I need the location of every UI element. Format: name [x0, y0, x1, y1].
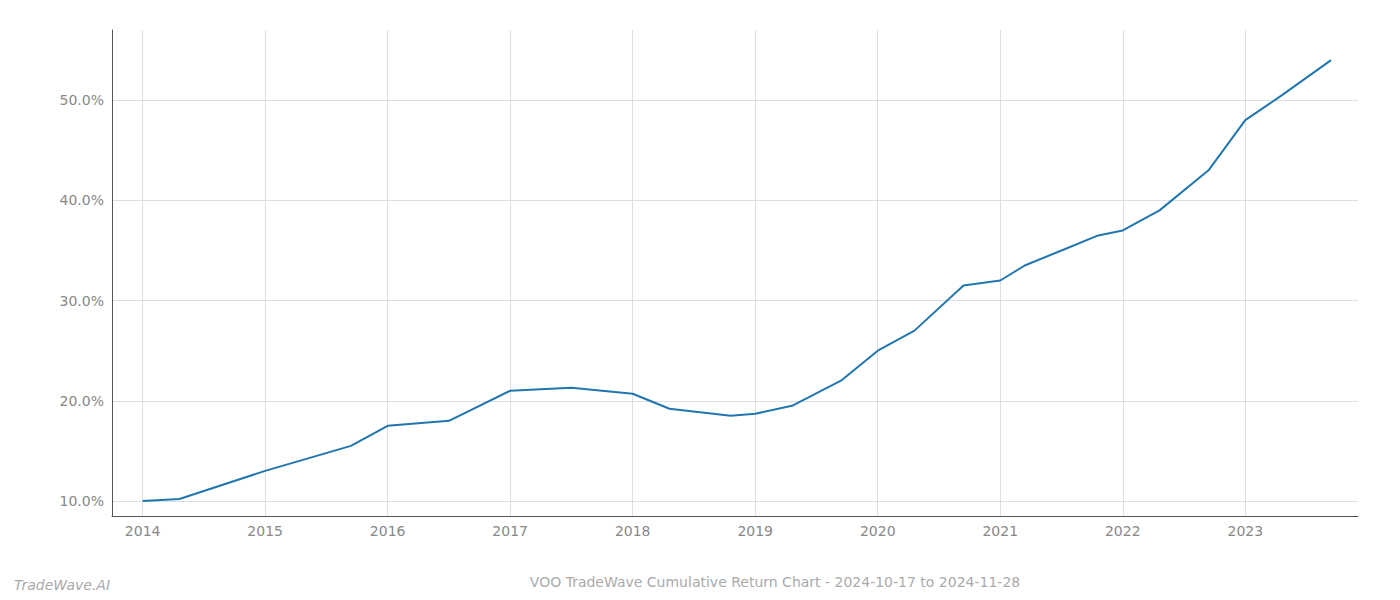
svg-text:50.0%: 50.0% — [60, 92, 104, 108]
svg-text:TradeWave.AI: TradeWave.AI — [14, 577, 110, 593]
svg-text:2017: 2017 — [492, 523, 528, 539]
svg-text:2021: 2021 — [982, 523, 1018, 539]
svg-text:40.0%: 40.0% — [60, 192, 104, 208]
svg-text:2023: 2023 — [1227, 523, 1263, 539]
svg-text:2016: 2016 — [370, 523, 406, 539]
svg-text:2019: 2019 — [737, 523, 773, 539]
svg-text:2014: 2014 — [125, 523, 161, 539]
svg-text:2020: 2020 — [860, 523, 896, 539]
svg-text:30.0%: 30.0% — [60, 293, 104, 309]
svg-text:2018: 2018 — [615, 523, 651, 539]
svg-text:VOO TradeWave Cumulative Retur: VOO TradeWave Cumulative Return Chart - … — [530, 574, 1020, 590]
svg-text:2015: 2015 — [247, 523, 283, 539]
svg-text:10.0%: 10.0% — [60, 493, 104, 509]
svg-text:2022: 2022 — [1105, 523, 1141, 539]
svg-text:20.0%: 20.0% — [60, 393, 104, 409]
